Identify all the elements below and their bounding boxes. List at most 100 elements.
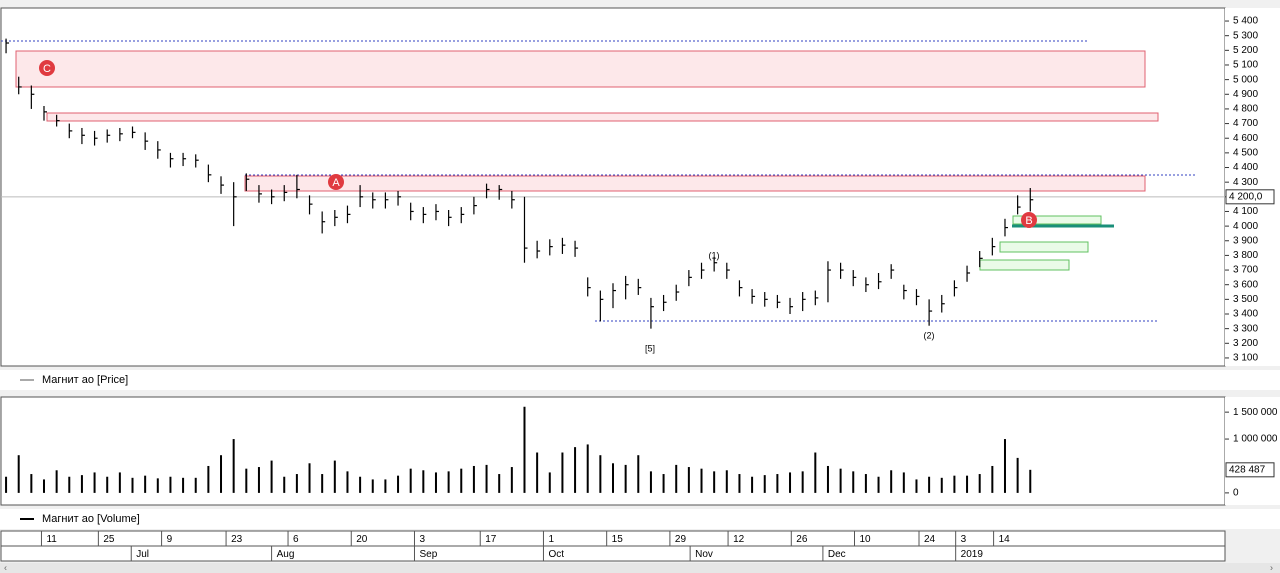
- volume-bar: [42, 479, 45, 493]
- volume-bar: [118, 472, 121, 493]
- y-tick-label: 4 800: [1233, 104, 1258, 115]
- y-tick-label: 3 700: [1233, 265, 1258, 276]
- volume-bar: [5, 476, 8, 493]
- volume-bar: [662, 474, 665, 493]
- time-layer: 11 25 9 23 6 20 3 17 1 15 29 12 26 10 24 3 14 Jul Aug Sep Oc…: [40, 531, 1010, 561]
- volume-bar: [928, 476, 931, 493]
- x-tick-label: 29: [675, 534, 687, 545]
- y-tick-label: 4 400: [1233, 162, 1258, 173]
- volume-bar: [232, 439, 235, 493]
- volume-bar: [561, 452, 564, 493]
- volume-bar: [498, 474, 501, 493]
- volume-bar: [700, 468, 703, 493]
- volume-bar: [852, 471, 855, 493]
- volume-bar: [106, 476, 109, 493]
- volume-bar: [207, 465, 210, 493]
- volume-bar: [953, 475, 956, 493]
- x-tick-label: 2019: [961, 549, 984, 560]
- zone: [15, 50, 1146, 88]
- marker: [1021, 212, 1037, 228]
- y-tick-label: 0: [1233, 488, 1239, 499]
- x-tick-label: 25: [103, 534, 115, 545]
- volume-bar: [245, 468, 248, 493]
- x-tick-label: 17: [485, 534, 497, 545]
- zone: [999, 241, 1089, 253]
- volume-bar: [283, 476, 286, 493]
- x-tick-label: 11: [46, 534, 57, 545]
- x-tick-label: Sep: [419, 549, 437, 560]
- volume-bar: [991, 465, 994, 493]
- x-tick-label: Dec: [828, 549, 846, 560]
- scroll-left[interactable]: ‹: [4, 562, 7, 572]
- volume-bar: [637, 455, 640, 493]
- volume-bar: [434, 472, 437, 493]
- y-tick-label: 1 000 000: [1233, 434, 1278, 445]
- volume-bar: [182, 477, 185, 493]
- volume-bar: [308, 463, 311, 493]
- volume-bar: [902, 472, 905, 493]
- zone: [46, 112, 1159, 122]
- annotation: A: [332, 177, 340, 189]
- y-tick-label: 5 400: [1233, 16, 1258, 27]
- volume-bar: [574, 447, 577, 493]
- volume-bar: [966, 475, 969, 493]
- y-tick-label: 1 500 000: [1233, 407, 1278, 418]
- x-tick-label: 26: [796, 534, 808, 545]
- volume-bar: [144, 475, 147, 493]
- last-value-label: 4 200,0: [1229, 191, 1263, 202]
- volume-bar: [270, 460, 273, 493]
- volume-bar: [1029, 469, 1032, 493]
- volume-bar: [789, 472, 792, 493]
- volume-bar: [586, 444, 589, 493]
- x-tick-label: 1: [548, 534, 554, 545]
- y-tick-label: 4 300: [1233, 177, 1258, 188]
- y-tick-label: 3 200: [1233, 338, 1258, 349]
- annotation: (1): [709, 250, 720, 260]
- price-layer: [1, 38, 1225, 329]
- x-tick-label: Aug: [277, 549, 295, 560]
- y-tick-label: 4 700: [1233, 118, 1258, 129]
- zone: [1012, 215, 1102, 225]
- zone: [244, 175, 1146, 192]
- y-tick-label: 5 200: [1233, 45, 1258, 56]
- x-tick-label: 3: [419, 534, 425, 545]
- x-tick-label: Nov: [695, 549, 713, 560]
- legend-bar: [0, 509, 1280, 529]
- volume-bar: [30, 474, 33, 493]
- annotation: (2): [924, 330, 935, 340]
- x-tick-label: 6: [293, 534, 299, 545]
- volume-bar: [346, 471, 349, 493]
- volume-bar: [814, 452, 817, 493]
- zone: [979, 259, 1070, 271]
- y-tick-label: 5 000: [1233, 74, 1258, 85]
- volume-bar: [776, 474, 779, 493]
- volume-bar: [371, 479, 374, 493]
- volume-bar: [649, 471, 652, 493]
- annotation: C: [43, 63, 51, 75]
- y-tick-label: 3 600: [1233, 279, 1258, 290]
- volume-bar: [915, 479, 918, 493]
- volume-bar: [409, 468, 412, 493]
- y-tick-label: 5 300: [1233, 30, 1258, 41]
- x-tick-label: 15: [612, 534, 624, 545]
- last-value-box: [1225, 462, 1275, 478]
- y-tick-label: 4 500: [1233, 148, 1258, 159]
- volume-bar: [93, 472, 96, 493]
- y-tick-label: 4 000: [1233, 221, 1258, 232]
- scrollbar[interactable]: [0, 563, 1280, 573]
- volume-bar: [839, 468, 842, 493]
- x-tick-label: 12: [733, 534, 745, 545]
- volume-bar: [978, 474, 981, 493]
- last-value-label: 428 487: [1229, 464, 1266, 475]
- volume-bar: [460, 468, 463, 493]
- volume-bar: [422, 470, 425, 493]
- volume-bar: [321, 474, 324, 493]
- scroll-right[interactable]: ›: [1270, 562, 1273, 572]
- x-tick-label: 10: [860, 534, 872, 545]
- volume-bar: [80, 475, 83, 493]
- y-tick-label: 4 900: [1233, 89, 1258, 100]
- y-tick-label: 3 900: [1233, 235, 1258, 246]
- x-tick-label: 24: [924, 534, 936, 545]
- volume-bar: [359, 476, 362, 493]
- y-tick-label: 3 800: [1233, 250, 1258, 261]
